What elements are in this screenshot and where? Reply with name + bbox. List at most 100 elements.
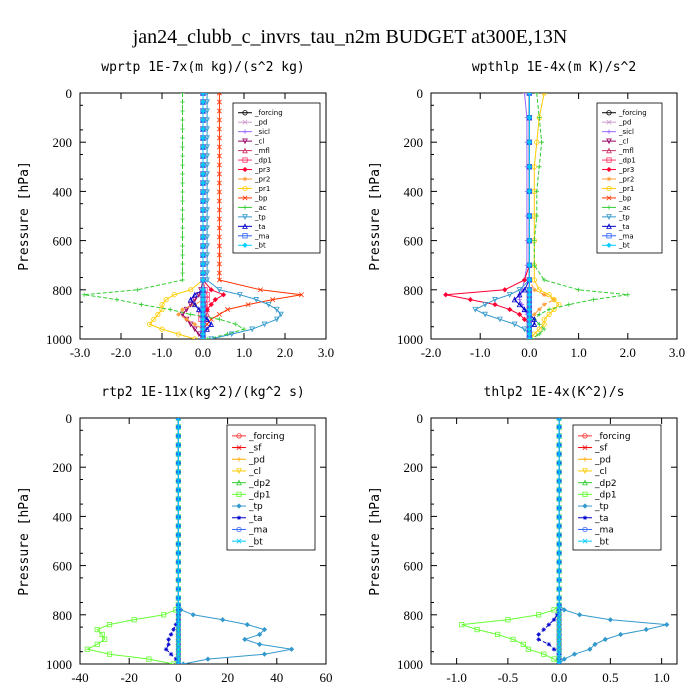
legend-marker xyxy=(236,515,242,520)
legend-label: _forcing xyxy=(254,109,283,117)
data-point xyxy=(474,626,480,633)
data-point xyxy=(204,180,210,187)
data-point xyxy=(159,306,165,313)
data-point xyxy=(249,326,256,333)
series-line-ta xyxy=(538,418,560,664)
data-point xyxy=(516,287,523,293)
data-point xyxy=(114,297,120,302)
series-group xyxy=(84,418,295,664)
data-point xyxy=(526,297,533,303)
data-point xyxy=(566,302,571,307)
data-point xyxy=(204,316,210,322)
data-point xyxy=(556,617,562,623)
data-point xyxy=(526,292,533,298)
data-point xyxy=(577,612,583,618)
data-point xyxy=(526,237,533,244)
data-point xyxy=(204,171,210,178)
data-point xyxy=(273,316,280,323)
data-point xyxy=(216,207,222,213)
data-point xyxy=(261,321,268,328)
data-point xyxy=(94,641,100,647)
data-point xyxy=(556,541,562,547)
data-point xyxy=(180,261,185,267)
data-point xyxy=(175,505,181,511)
data-point xyxy=(180,93,185,96)
series-line-pr1 xyxy=(529,93,560,339)
data-point xyxy=(216,277,222,283)
legend-label: _pr2 xyxy=(254,175,270,183)
data-point xyxy=(511,321,518,328)
legend-label: _pd xyxy=(248,455,265,465)
data-point xyxy=(526,316,533,322)
data-point xyxy=(205,656,211,662)
data-point xyxy=(551,306,557,313)
x-tick-label: -1.0 xyxy=(470,345,491,360)
data-point xyxy=(175,469,181,475)
data-point xyxy=(556,631,562,637)
data-point xyxy=(204,326,210,332)
data-point xyxy=(526,114,533,121)
data-point xyxy=(175,418,181,421)
data-point xyxy=(556,478,562,484)
data-point xyxy=(204,135,210,142)
data-point xyxy=(526,326,533,332)
legend-marker xyxy=(242,166,248,173)
legend-label: _pr1 xyxy=(254,185,270,193)
data-point xyxy=(175,622,181,628)
data-point xyxy=(180,135,185,141)
data-point xyxy=(546,642,552,647)
data-point xyxy=(561,607,567,613)
data-point xyxy=(541,302,547,307)
data-point xyxy=(175,451,181,457)
data-point xyxy=(532,238,537,243)
data-point xyxy=(531,331,537,337)
data-point xyxy=(200,336,206,339)
data-point xyxy=(537,164,542,169)
y-tick-label: 0 xyxy=(417,86,424,101)
data-point xyxy=(175,607,181,613)
legend-marker xyxy=(606,166,612,173)
data-point xyxy=(521,326,528,333)
data-point xyxy=(556,433,562,439)
data-point xyxy=(175,523,181,529)
data-point xyxy=(161,612,167,618)
legend: _forcing_pd_sicl_cl_mfl_dp1_pr3_pr2_pr1_… xyxy=(232,102,321,254)
data-point xyxy=(170,661,177,664)
legend-marker xyxy=(606,110,612,116)
data-point xyxy=(200,301,206,308)
data-point xyxy=(204,336,210,339)
y-axis-label: Pressure [hPa] xyxy=(368,161,383,271)
data-point xyxy=(216,153,222,159)
data-point xyxy=(200,198,206,204)
data-point xyxy=(298,292,304,298)
data-point xyxy=(526,188,533,195)
legend-marker xyxy=(582,433,588,439)
legend-marker xyxy=(606,242,612,248)
legend-label: _bp xyxy=(254,194,268,202)
data-point xyxy=(556,460,562,466)
data-point xyxy=(180,198,185,204)
data-point xyxy=(556,622,562,628)
plot-frame xyxy=(430,92,678,340)
legend-marker xyxy=(606,205,612,210)
data-point xyxy=(536,632,541,637)
data-point xyxy=(537,322,542,327)
data-point xyxy=(208,287,214,293)
y-tick-label: 800 xyxy=(53,283,73,298)
legend-label: _mfl xyxy=(254,147,270,155)
data-point xyxy=(536,287,542,293)
x-tick-label: 0.0 xyxy=(551,670,567,685)
data-point xyxy=(592,641,598,647)
legend-marker xyxy=(582,479,588,486)
data-point xyxy=(200,297,206,303)
x-tick-label: 3.0 xyxy=(669,345,685,360)
legend-marker xyxy=(606,157,612,163)
data-point xyxy=(556,641,562,647)
data-point xyxy=(200,311,206,318)
legend-label: _forcing xyxy=(618,109,647,117)
data-point xyxy=(180,171,185,177)
data-point xyxy=(106,651,113,657)
data-point xyxy=(204,277,210,284)
data-point xyxy=(256,631,263,638)
y-tick-label: 400 xyxy=(404,509,424,524)
